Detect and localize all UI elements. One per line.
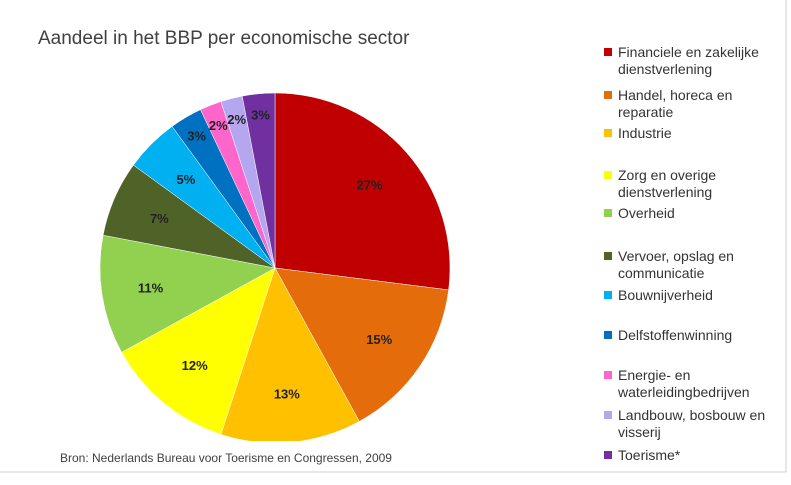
legend-swatch xyxy=(604,451,612,459)
data-label: 13% xyxy=(274,386,300,401)
data-label: 2% xyxy=(227,112,246,127)
pie-slice xyxy=(121,267,276,435)
pie-slice xyxy=(241,92,276,269)
data-label: 3% xyxy=(251,108,270,123)
legend-swatch xyxy=(604,171,612,179)
legend-swatch xyxy=(604,331,612,339)
legend-label: Delfstoffenwinning xyxy=(618,327,733,343)
data-label: 15% xyxy=(366,332,392,347)
pie-slice xyxy=(99,234,276,353)
legend-label: Overheid xyxy=(618,205,675,221)
pie-slice xyxy=(274,92,451,291)
pie-slice xyxy=(274,267,449,422)
pie xyxy=(99,92,451,441)
data-label: 2% xyxy=(209,118,228,133)
legend-label: Financiele en zakelijke dienstverlening xyxy=(618,44,759,77)
legend-swatch xyxy=(604,129,612,137)
legend-label: Energie- en waterleidingbedrijven xyxy=(618,367,750,400)
data-label: 12% xyxy=(182,358,208,373)
data-label: 7% xyxy=(150,211,169,226)
legend-swatch xyxy=(604,209,612,217)
data-label: 3% xyxy=(187,128,206,143)
data-label: 5% xyxy=(177,172,196,187)
legend-swatch xyxy=(604,91,612,99)
legend-swatch xyxy=(604,411,612,419)
legend-label: Landbouw, bosbouw en visserij xyxy=(618,407,766,440)
chart-title: Aandeel in het BBP per economische secto… xyxy=(38,28,410,49)
legend-swatch xyxy=(604,252,612,260)
legend-label: Toerisme* xyxy=(618,447,681,463)
pie-slice xyxy=(220,267,360,441)
legend-label: Handel, horeca en reparatie xyxy=(618,87,733,120)
legend-label: Bouwnijverheid xyxy=(618,287,713,303)
legend-swatch xyxy=(604,48,612,56)
legend-label: Industrie xyxy=(618,125,672,141)
data-label: 27% xyxy=(356,178,382,193)
source-note: Bron: Nederlands Bureau voor Toerisme en… xyxy=(60,451,392,465)
legend-swatch xyxy=(604,291,612,299)
data-label: 11% xyxy=(138,281,164,296)
legend-label: Vervoer, opslag en communicatie xyxy=(618,248,734,281)
legend-swatch xyxy=(604,371,612,379)
legend-label: Zorg en overige dienstverlening xyxy=(618,167,717,200)
